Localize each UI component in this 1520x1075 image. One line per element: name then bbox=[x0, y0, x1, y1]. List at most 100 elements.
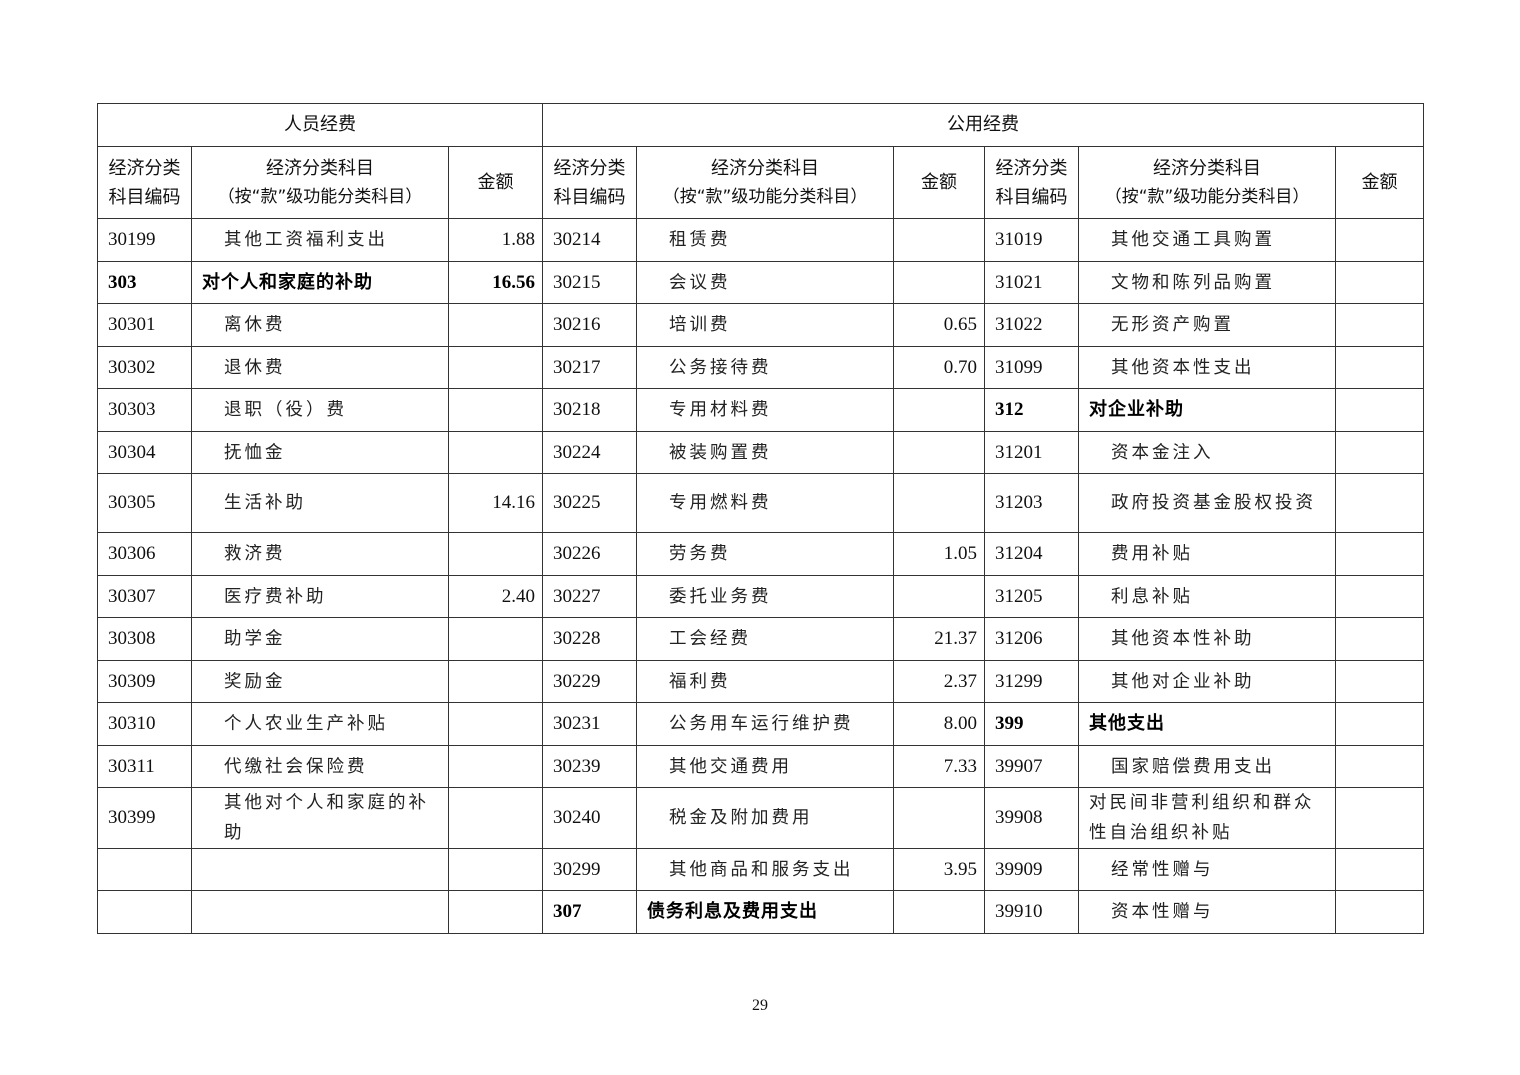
table-row: 30307 医疗费补助 2.40 30227 委托业务费 31205 利息补贴 bbox=[97, 575, 1425, 618]
header-code-line2: 科目编码 bbox=[995, 186, 1068, 208]
cell-amount bbox=[893, 261, 986, 304]
cell-name: 个人农业生产补贴 bbox=[191, 702, 449, 746]
cell-code: 31299 bbox=[984, 660, 1080, 703]
cell-amount: 3.95 bbox=[893, 848, 986, 891]
cell-code: 30214 bbox=[542, 218, 638, 262]
page-number: 29 bbox=[752, 997, 768, 1014]
cell-amount bbox=[447, 702, 544, 746]
header-name-line2: （按“款”级功能分类科目） bbox=[662, 186, 868, 207]
cell-name: 抚恤金 bbox=[191, 431, 449, 474]
cell-amount bbox=[1335, 431, 1425, 474]
table-row: 30309 奖励金 30229 福利费 2.37 31299 其他对企业补助 bbox=[97, 660, 1425, 703]
cell-code: 30217 bbox=[542, 346, 638, 389]
cell-name: 文物和陈列品购置 bbox=[1078, 261, 1337, 304]
cell-name: 公务接待费 bbox=[636, 346, 895, 389]
cell-code: 30302 bbox=[97, 346, 192, 389]
table-row: 30310 个人农业生产补贴 30231 公务用车运行维护费 8.00 399 其他支出 bbox=[97, 702, 1425, 746]
cell-name: 奖励金 bbox=[191, 660, 449, 703]
cell-amount bbox=[1335, 890, 1425, 934]
header-code-line2: 科目编码 bbox=[108, 186, 181, 208]
cell-name: 救济费 bbox=[191, 532, 449, 576]
cell-name: 利息补贴 bbox=[1078, 575, 1337, 618]
header-amount: 金额 bbox=[1335, 146, 1425, 219]
cell-code: 30304 bbox=[97, 431, 192, 474]
cell-amount: 2.40 bbox=[447, 575, 544, 618]
cell-name: 对民间非营利组织和群众性自治组织补贴 bbox=[1078, 787, 1337, 849]
cell-code: 30218 bbox=[542, 388, 638, 432]
cell-name: 会议费 bbox=[636, 261, 895, 304]
group-header-personnel: 人员经费 bbox=[96, 103, 544, 147]
cell-amount: 16.56 bbox=[447, 261, 544, 304]
table-row: 30306 救济费 30226 劳务费 1.05 31204 费用补贴 bbox=[97, 532, 1425, 576]
table-row: 30303 退职（役）费 30218 专用材料费 312 对企业补助 bbox=[97, 388, 1425, 432]
cell-amount bbox=[447, 848, 544, 891]
header-code: 经济分类 科目编码 bbox=[97, 146, 192, 219]
cell-amount bbox=[1335, 218, 1425, 262]
cell-name: 退休费 bbox=[191, 346, 449, 389]
cell-amount: 2.37 bbox=[893, 660, 986, 703]
table-row: 30311 代缴社会保险费 30239 其他交通费用 7.33 39907 国家赔偿费用支出 bbox=[97, 745, 1425, 788]
cell-code: 30239 bbox=[542, 745, 638, 788]
cell-name: 税金及附加费用 bbox=[636, 787, 895, 849]
cell-amount bbox=[1335, 388, 1425, 432]
header-amount: 金额 bbox=[447, 146, 544, 219]
cell-code: 30224 bbox=[542, 431, 638, 474]
cell-name: 其他交通工具购置 bbox=[1078, 218, 1337, 262]
cell-amount bbox=[1335, 575, 1425, 618]
cell-amount: 14.16 bbox=[447, 473, 544, 533]
cell-name: 资本金注入 bbox=[1078, 431, 1337, 474]
header-name-line1: 经济分类科目 bbox=[711, 157, 820, 179]
cell-amount bbox=[893, 431, 986, 474]
table-row: 30399 其他对个人和家庭的补助 30240 税金及附加费用 39908 对民间非营利组… bbox=[97, 787, 1425, 849]
table-row: 30302 退休费 30217 公务接待费 0.70 31099 其他资本性支出 bbox=[97, 346, 1425, 389]
cell-code: 307 bbox=[542, 890, 638, 934]
cell-code: 31206 bbox=[984, 617, 1080, 661]
header-name-line2: （按“款”级功能分类科目） bbox=[1104, 186, 1310, 207]
table-row: 30199 其他工资福利支出 1.88 30214 租赁费 31019 其他交通工具购置 bbox=[97, 218, 1425, 262]
cell-name: 专用材料费 bbox=[636, 388, 895, 432]
cell-code: 30216 bbox=[542, 303, 638, 347]
cell-code: 30227 bbox=[542, 575, 638, 618]
cell-code: 30308 bbox=[97, 617, 192, 661]
cell-amount: 21.37 bbox=[893, 617, 986, 661]
cell-name: 委托业务费 bbox=[636, 575, 895, 618]
header-name: 经济分类科目 （按“款”级功能分类科目） bbox=[191, 146, 449, 219]
cell-code: 30231 bbox=[542, 702, 638, 746]
cell-name: 其他商品和服务支出 bbox=[636, 848, 895, 891]
cell-amount bbox=[447, 532, 544, 576]
cell-code: 31022 bbox=[984, 303, 1080, 347]
header-name: 经济分类科目 （按“款”级功能分类科目） bbox=[1078, 146, 1337, 219]
table-row: 30305 生活补助 14.16 30225 专用燃料费 31203 政府投资基金股权投资 bbox=[97, 473, 1425, 533]
cell-name: 费用补贴 bbox=[1078, 532, 1337, 576]
cell-code: 31205 bbox=[984, 575, 1080, 618]
cell-code: 39910 bbox=[984, 890, 1080, 934]
cell-name bbox=[191, 848, 449, 891]
cell-name: 公务用车运行维护费 bbox=[636, 702, 895, 746]
table-row: 30308 助学金 30228 工会经费 21.37 31206 其他资本性补助 bbox=[97, 617, 1425, 661]
table-row: 30304 抚恤金 30224 被装购置费 31201 资本金注入 bbox=[97, 431, 1425, 474]
cell-amount bbox=[447, 388, 544, 432]
cell-amount bbox=[1335, 532, 1425, 576]
cell-amount: 8.00 bbox=[893, 702, 986, 746]
cell-amount bbox=[1335, 346, 1425, 389]
cell-amount: 1.05 bbox=[893, 532, 986, 576]
cell-code bbox=[97, 890, 192, 934]
header-code: 经济分类 科目编码 bbox=[542, 146, 638, 219]
cell-code: 31021 bbox=[984, 261, 1080, 304]
cell-code: 30229 bbox=[542, 660, 638, 703]
cell-amount bbox=[447, 660, 544, 703]
header-name-line2: （按“款”级功能分类科目） bbox=[217, 186, 423, 207]
cell-name: 劳务费 bbox=[636, 532, 895, 576]
cell-amount bbox=[893, 218, 986, 262]
cell-name: 离休费 bbox=[191, 303, 449, 347]
cell-name: 助学金 bbox=[191, 617, 449, 661]
cell-amount bbox=[893, 787, 986, 849]
cell-code: 39909 bbox=[984, 848, 1080, 891]
cell-amount bbox=[1335, 303, 1425, 347]
cell-code: 30309 bbox=[97, 660, 192, 703]
cell-code: 303 bbox=[97, 261, 192, 304]
table-row: 30301 离休费 30216 培训费 0.65 31022 无形资产购置 bbox=[97, 303, 1425, 347]
table-row: 307 债务利息及费用支出 39910 资本性赠与 bbox=[97, 890, 1425, 934]
cell-name: 代缴社会保险费 bbox=[191, 745, 449, 788]
cell-amount bbox=[1335, 660, 1425, 703]
